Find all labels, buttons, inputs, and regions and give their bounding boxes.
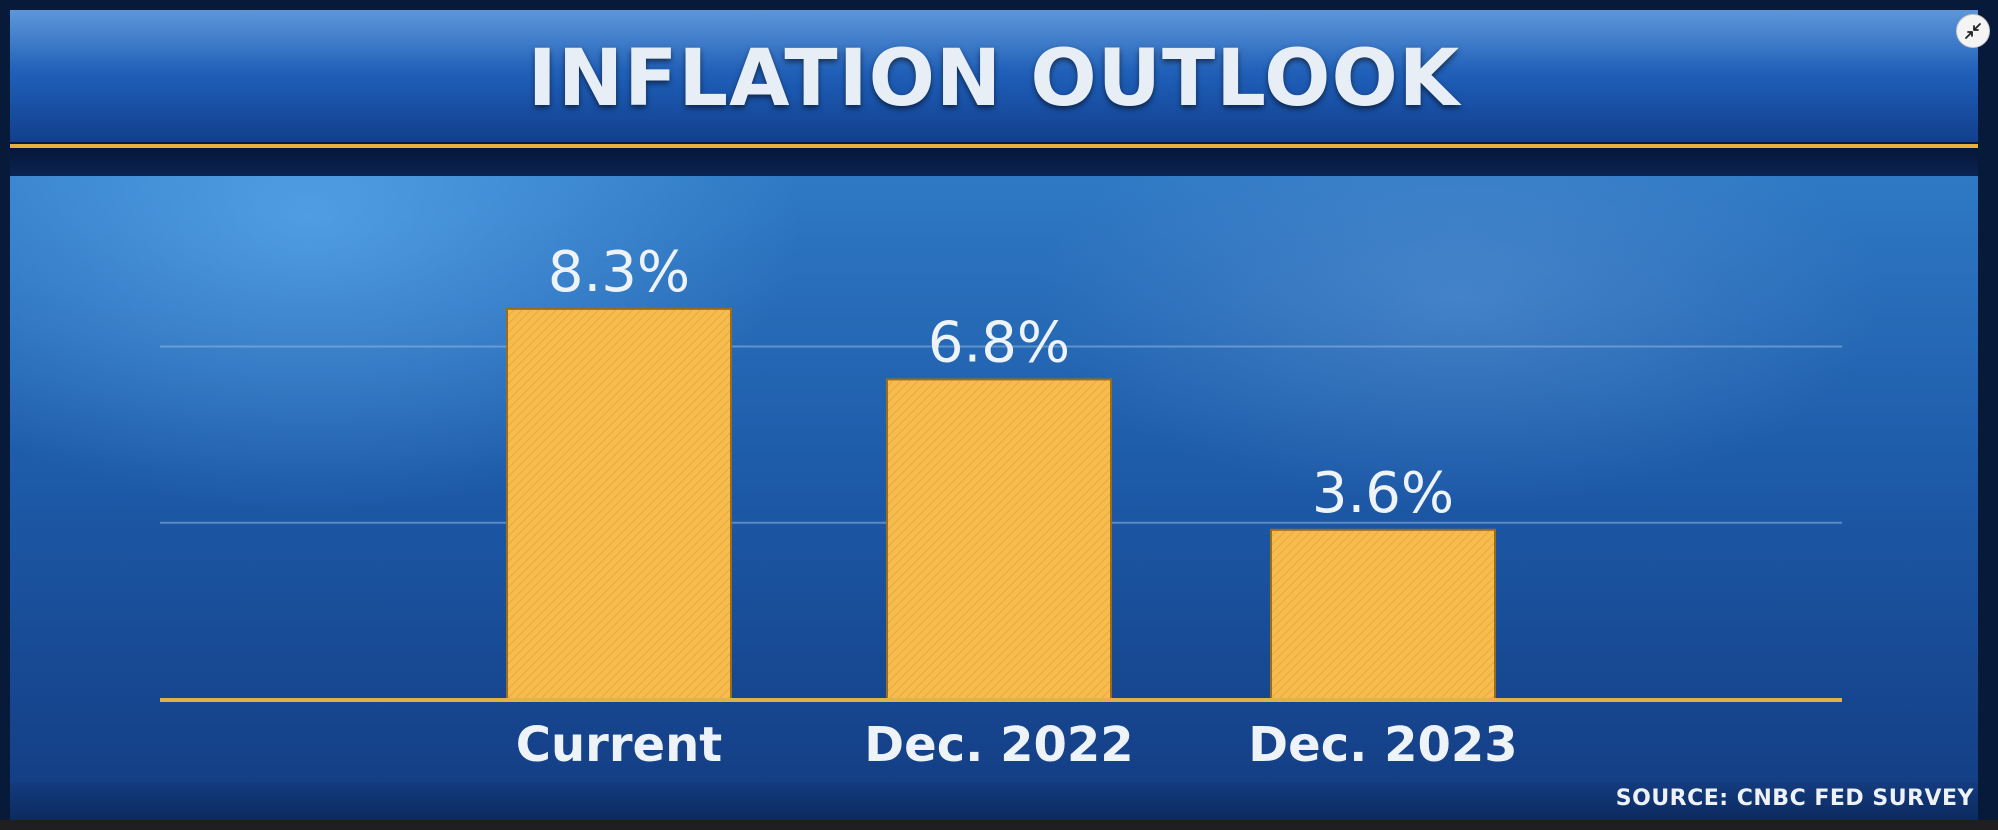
bar-layer — [160, 307, 1842, 702]
category-label-1: Current — [516, 717, 722, 773]
divider-band — [10, 148, 1978, 176]
title-banner: INFLATION OUTLOOK — [10, 10, 1978, 142]
label-layer: 8.3% Current 6.8% Dec. 2022 3.6% Dec. 2023 — [516, 240, 1518, 773]
bottom-edge — [0, 820, 1998, 830]
value-label-1: 8.3% — [548, 240, 690, 305]
collapse-button[interactable] — [1956, 14, 1990, 48]
footer-band — [10, 782, 1978, 820]
category-label-2: Dec. 2022 — [864, 717, 1133, 773]
title-divider — [10, 144, 1978, 148]
value-label-3: 3.6% — [1312, 461, 1454, 526]
bar-1 — [506, 307, 732, 700]
category-label-3: Dec. 2023 — [1248, 717, 1517, 773]
bar-2 — [886, 378, 1112, 700]
bar-3 — [1270, 528, 1496, 700]
collapse-arrows-icon — [1965, 23, 1981, 39]
source-note: SOURCE: CNBC FED SURVEY — [1615, 786, 1974, 811]
value-label-2: 6.8% — [928, 310, 1070, 375]
chart-title: INFLATION OUTLOOK — [527, 34, 1461, 124]
